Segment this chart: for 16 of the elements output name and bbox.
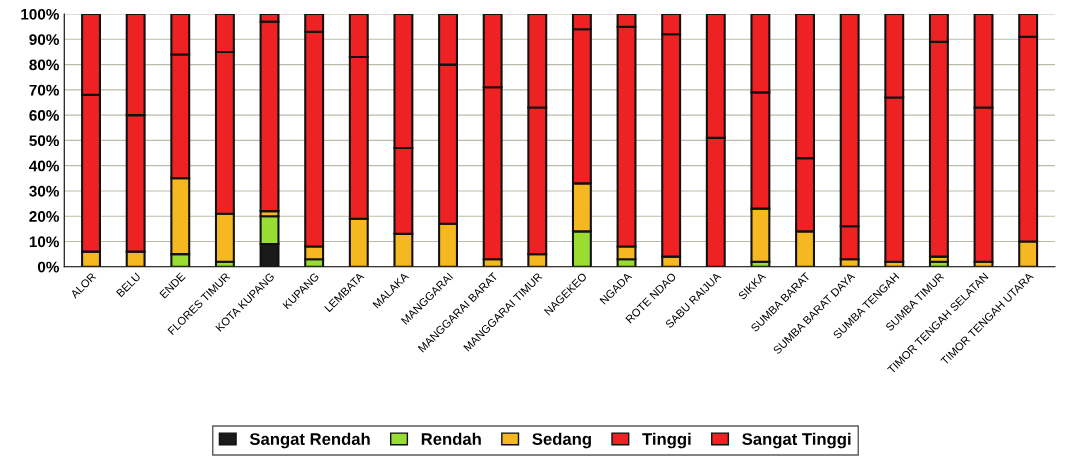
legend-label: Sangat Rendah [249,432,370,449]
y-tick-label: 40% [29,160,59,172]
y-tick-label: 70% [29,84,59,96]
legend-label: Sedang [532,432,591,449]
y-tick-label: 50% [29,135,59,147]
y-tick-label: 0% [37,261,59,273]
y-tick-label: 80% [29,59,59,71]
y-tick-label: 30% [29,185,59,197]
y-tick-label: 90% [29,34,59,45]
y-tick-label: 20% [29,211,59,222]
legend-label: Rendah [421,432,481,445]
y-tick-label: 10% [29,236,59,248]
legend-label: Tinggi [642,432,691,449]
y-tick-label: 60% [29,110,59,121]
y-tick-label: 100% [21,8,59,20]
legend-label: Sangat Tinggi [742,432,851,449]
